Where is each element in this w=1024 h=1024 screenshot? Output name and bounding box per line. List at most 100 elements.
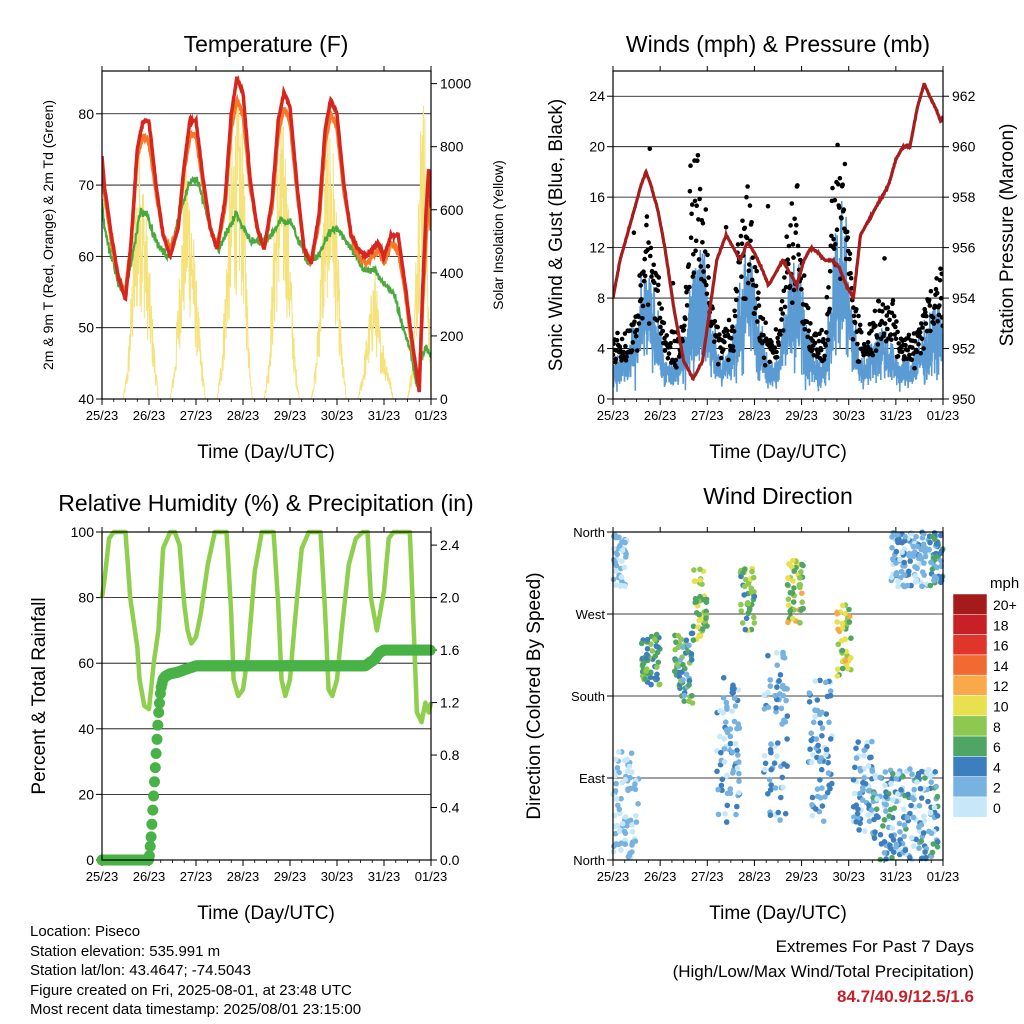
direction-point xyxy=(790,599,797,605)
legend-label: 12 xyxy=(993,678,1009,694)
gust-point xyxy=(791,287,797,293)
temperature-ytick-label: 80 xyxy=(78,106,94,122)
gust-point xyxy=(688,235,694,240)
temperature-series-group xyxy=(102,75,431,399)
direction-point xyxy=(745,600,752,607)
gust-point xyxy=(703,207,709,212)
gust-point xyxy=(893,324,898,330)
gust-point xyxy=(617,344,623,350)
gust-point xyxy=(694,203,699,208)
gust-point xyxy=(755,319,760,324)
location-text: Location: Piseco xyxy=(30,923,141,940)
direction-point xyxy=(629,849,635,855)
gust-point xyxy=(753,305,758,311)
direction-point xyxy=(613,780,619,787)
gust-point xyxy=(683,316,688,322)
direction-point xyxy=(692,578,698,584)
direction-point xyxy=(736,725,743,731)
direction-point xyxy=(732,703,739,709)
gust-point xyxy=(905,347,910,353)
direction-point xyxy=(822,794,828,800)
gust-point xyxy=(818,347,824,353)
gust-point xyxy=(792,216,797,222)
legend-label: 4 xyxy=(993,759,1001,775)
direction-point xyxy=(898,787,904,793)
direction-point xyxy=(868,807,875,813)
winds-y2tick-label: 956 xyxy=(952,240,976,256)
direction-point xyxy=(895,791,901,797)
humidity-y2tick-label: 1.6 xyxy=(440,642,460,658)
winds-series-group xyxy=(613,82,943,392)
direction-point xyxy=(912,579,919,585)
temperature-panel: Temperature (F) 405060708002004006008001… xyxy=(40,31,506,463)
wind-direction-ytick-label: North xyxy=(573,525,605,540)
direction-point xyxy=(905,791,911,798)
direction-point xyxy=(825,770,832,776)
winds-ytick-label: 12 xyxy=(589,240,605,256)
direction-point xyxy=(866,818,873,824)
direction-point xyxy=(729,708,735,714)
gust-point xyxy=(777,328,783,334)
gust-point xyxy=(730,344,736,349)
winds-xtick-label: 30/23 xyxy=(832,408,865,423)
temperature-y2tick-label: 600 xyxy=(440,202,464,218)
precip-point xyxy=(144,840,156,852)
gust-point xyxy=(865,340,871,345)
legend-swatch xyxy=(952,674,988,696)
direction-point xyxy=(628,769,635,775)
gust-point xyxy=(658,324,663,330)
direction-point xyxy=(735,752,741,758)
direction-point xyxy=(621,583,628,589)
gust-point xyxy=(648,253,653,259)
gust-point xyxy=(646,240,651,245)
gust-point xyxy=(865,344,870,350)
direction-point xyxy=(696,617,702,624)
direction-point xyxy=(860,787,866,793)
temperature-xtick-label: 30/23 xyxy=(321,408,354,423)
gust-point xyxy=(890,298,896,303)
direction-point xyxy=(680,677,686,683)
direction-point xyxy=(873,806,880,812)
direction-point xyxy=(800,562,806,569)
direction-point xyxy=(715,786,721,793)
direction-point xyxy=(877,774,883,781)
solar-line xyxy=(102,102,431,399)
legend-swatch xyxy=(952,634,988,656)
temperature-y2tick-label: 200 xyxy=(440,328,464,344)
gust-point xyxy=(632,319,637,325)
gust-point xyxy=(715,361,721,367)
winds-title: Winds (mph) & Pressure (mb) xyxy=(626,31,930,57)
gust-point xyxy=(845,235,851,240)
direction-point xyxy=(934,793,941,800)
direction-point xyxy=(914,779,920,785)
gust-point xyxy=(936,312,942,318)
gust-point xyxy=(924,313,929,319)
winds-panel: Winds (mph) & Pressure (mb) 0 4 8 12 16 20 24 9… xyxy=(546,31,1018,463)
direction-point xyxy=(933,541,940,547)
winds-xtick-label: 28/23 xyxy=(738,408,771,423)
gust-point xyxy=(645,247,650,253)
humidity-y2tick-label: 2.0 xyxy=(440,590,460,606)
direction-point xyxy=(937,579,944,586)
direction-point xyxy=(918,795,925,801)
direction-point xyxy=(809,759,815,765)
gust-point xyxy=(795,183,800,188)
direction-point xyxy=(629,822,635,828)
direction-point xyxy=(927,539,933,546)
gust-point xyxy=(740,218,745,224)
gust-point xyxy=(829,233,834,239)
direction-point xyxy=(901,806,907,812)
gust-point xyxy=(641,278,647,284)
direction-point xyxy=(927,582,934,589)
gust-point xyxy=(749,277,755,283)
direction-point xyxy=(627,817,634,824)
direction-point xyxy=(629,842,635,848)
gust-point xyxy=(752,311,757,317)
direction-point xyxy=(768,782,774,788)
gust-point xyxy=(705,252,710,258)
direction-point xyxy=(632,781,638,787)
gust-point xyxy=(745,184,750,189)
gust-point xyxy=(827,268,833,274)
winds-ytick-label: 0 xyxy=(597,391,605,407)
direction-point xyxy=(812,678,818,684)
